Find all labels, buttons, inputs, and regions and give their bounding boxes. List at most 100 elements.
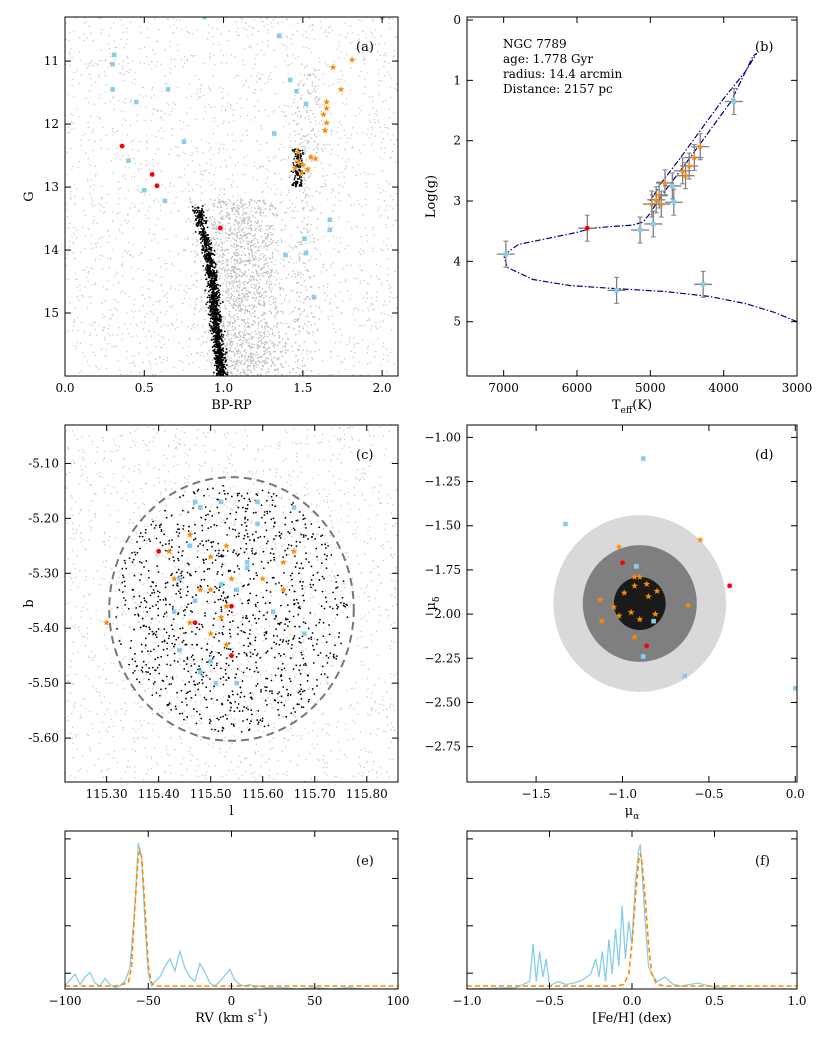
field-star — [217, 41, 219, 43]
field-star — [229, 310, 231, 313]
field-star — [219, 308, 221, 310]
field-star — [96, 115, 99, 118]
member-star — [200, 211, 203, 214]
field-star — [302, 273, 304, 276]
field-star — [145, 335, 147, 337]
field-star — [376, 210, 379, 212]
field-star — [305, 31, 307, 33]
field-star — [195, 298, 198, 301]
field-star — [340, 363, 342, 365]
field-star — [177, 253, 179, 256]
field-star — [337, 371, 340, 373]
field-star — [279, 310, 282, 313]
field-star — [217, 237, 219, 240]
field-star — [173, 202, 176, 205]
member-star — [200, 227, 203, 230]
field-star — [249, 346, 251, 348]
field-star — [358, 75, 360, 78]
field-star — [209, 53, 211, 55]
field-star — [205, 306, 208, 308]
field-star — [254, 263, 257, 266]
field-star — [189, 32, 191, 35]
field-star — [253, 19, 255, 21]
field-star — [248, 240, 250, 243]
field-star — [125, 373, 128, 375]
field-star — [186, 96, 188, 99]
field-star — [354, 225, 357, 227]
field-star — [67, 132, 69, 134]
field-star — [247, 358, 249, 361]
field-star — [231, 322, 234, 324]
field-star — [310, 285, 313, 288]
field-star — [69, 113, 72, 115]
field-star — [130, 371, 132, 374]
field-star — [139, 342, 141, 344]
field-star — [260, 49, 262, 51]
field-star — [268, 283, 271, 286]
field-star — [305, 242, 307, 244]
field-star — [69, 128, 72, 131]
field-star — [242, 59, 244, 62]
field-star — [305, 150, 308, 152]
field-star — [365, 198, 367, 201]
field-star — [242, 339, 245, 342]
field-star — [313, 140, 315, 142]
member-star — [210, 283, 213, 286]
field-star — [240, 359, 243, 362]
field-star — [218, 245, 220, 247]
field-star — [78, 372, 81, 374]
field-star — [211, 27, 214, 29]
member-star — [225, 364, 228, 366]
field-star — [148, 232, 150, 234]
field-star — [193, 313, 196, 316]
field-star — [157, 40, 159, 43]
field-star — [308, 17, 311, 20]
field-star — [138, 190, 140, 192]
member-star — [208, 245, 210, 248]
field-star — [234, 227, 236, 230]
field-star — [134, 204, 136, 206]
field-star — [182, 120, 184, 123]
field-star — [243, 174, 246, 176]
field-star — [204, 331, 207, 334]
field-star — [241, 250, 244, 253]
field-star — [188, 337, 190, 339]
field-star — [300, 96, 302, 99]
field-star — [238, 207, 241, 210]
field-star — [221, 325, 223, 328]
field-star — [127, 155, 130, 157]
member-star — [223, 363, 226, 366]
field-star — [363, 171, 365, 174]
field-star — [243, 274, 246, 276]
field-star — [223, 120, 225, 122]
member-star — [219, 353, 222, 356]
field-star — [119, 158, 121, 161]
field-star — [361, 269, 364, 272]
field-star — [252, 67, 254, 69]
field-star — [307, 216, 310, 218]
field-star — [98, 237, 100, 240]
field-star — [209, 56, 211, 58]
field-star — [246, 114, 249, 117]
field-star — [233, 251, 236, 254]
member-star — [215, 372, 218, 375]
field-star — [272, 224, 274, 227]
field-star — [371, 33, 373, 35]
field-star — [253, 161, 255, 164]
member-star — [221, 370, 223, 373]
field-star — [243, 253, 246, 255]
field-star — [125, 357, 128, 359]
field-star — [227, 300, 229, 302]
field-star — [193, 204, 196, 207]
field-star — [99, 254, 101, 257]
field-star — [266, 330, 269, 333]
field-star — [394, 161, 397, 163]
field-star — [75, 17, 77, 19]
field-star — [250, 353, 253, 356]
member-star — [211, 276, 214, 279]
field-star — [82, 269, 84, 271]
field-star — [258, 249, 260, 252]
field-star — [240, 297, 243, 299]
field-star — [185, 220, 187, 223]
field-star — [265, 356, 267, 359]
